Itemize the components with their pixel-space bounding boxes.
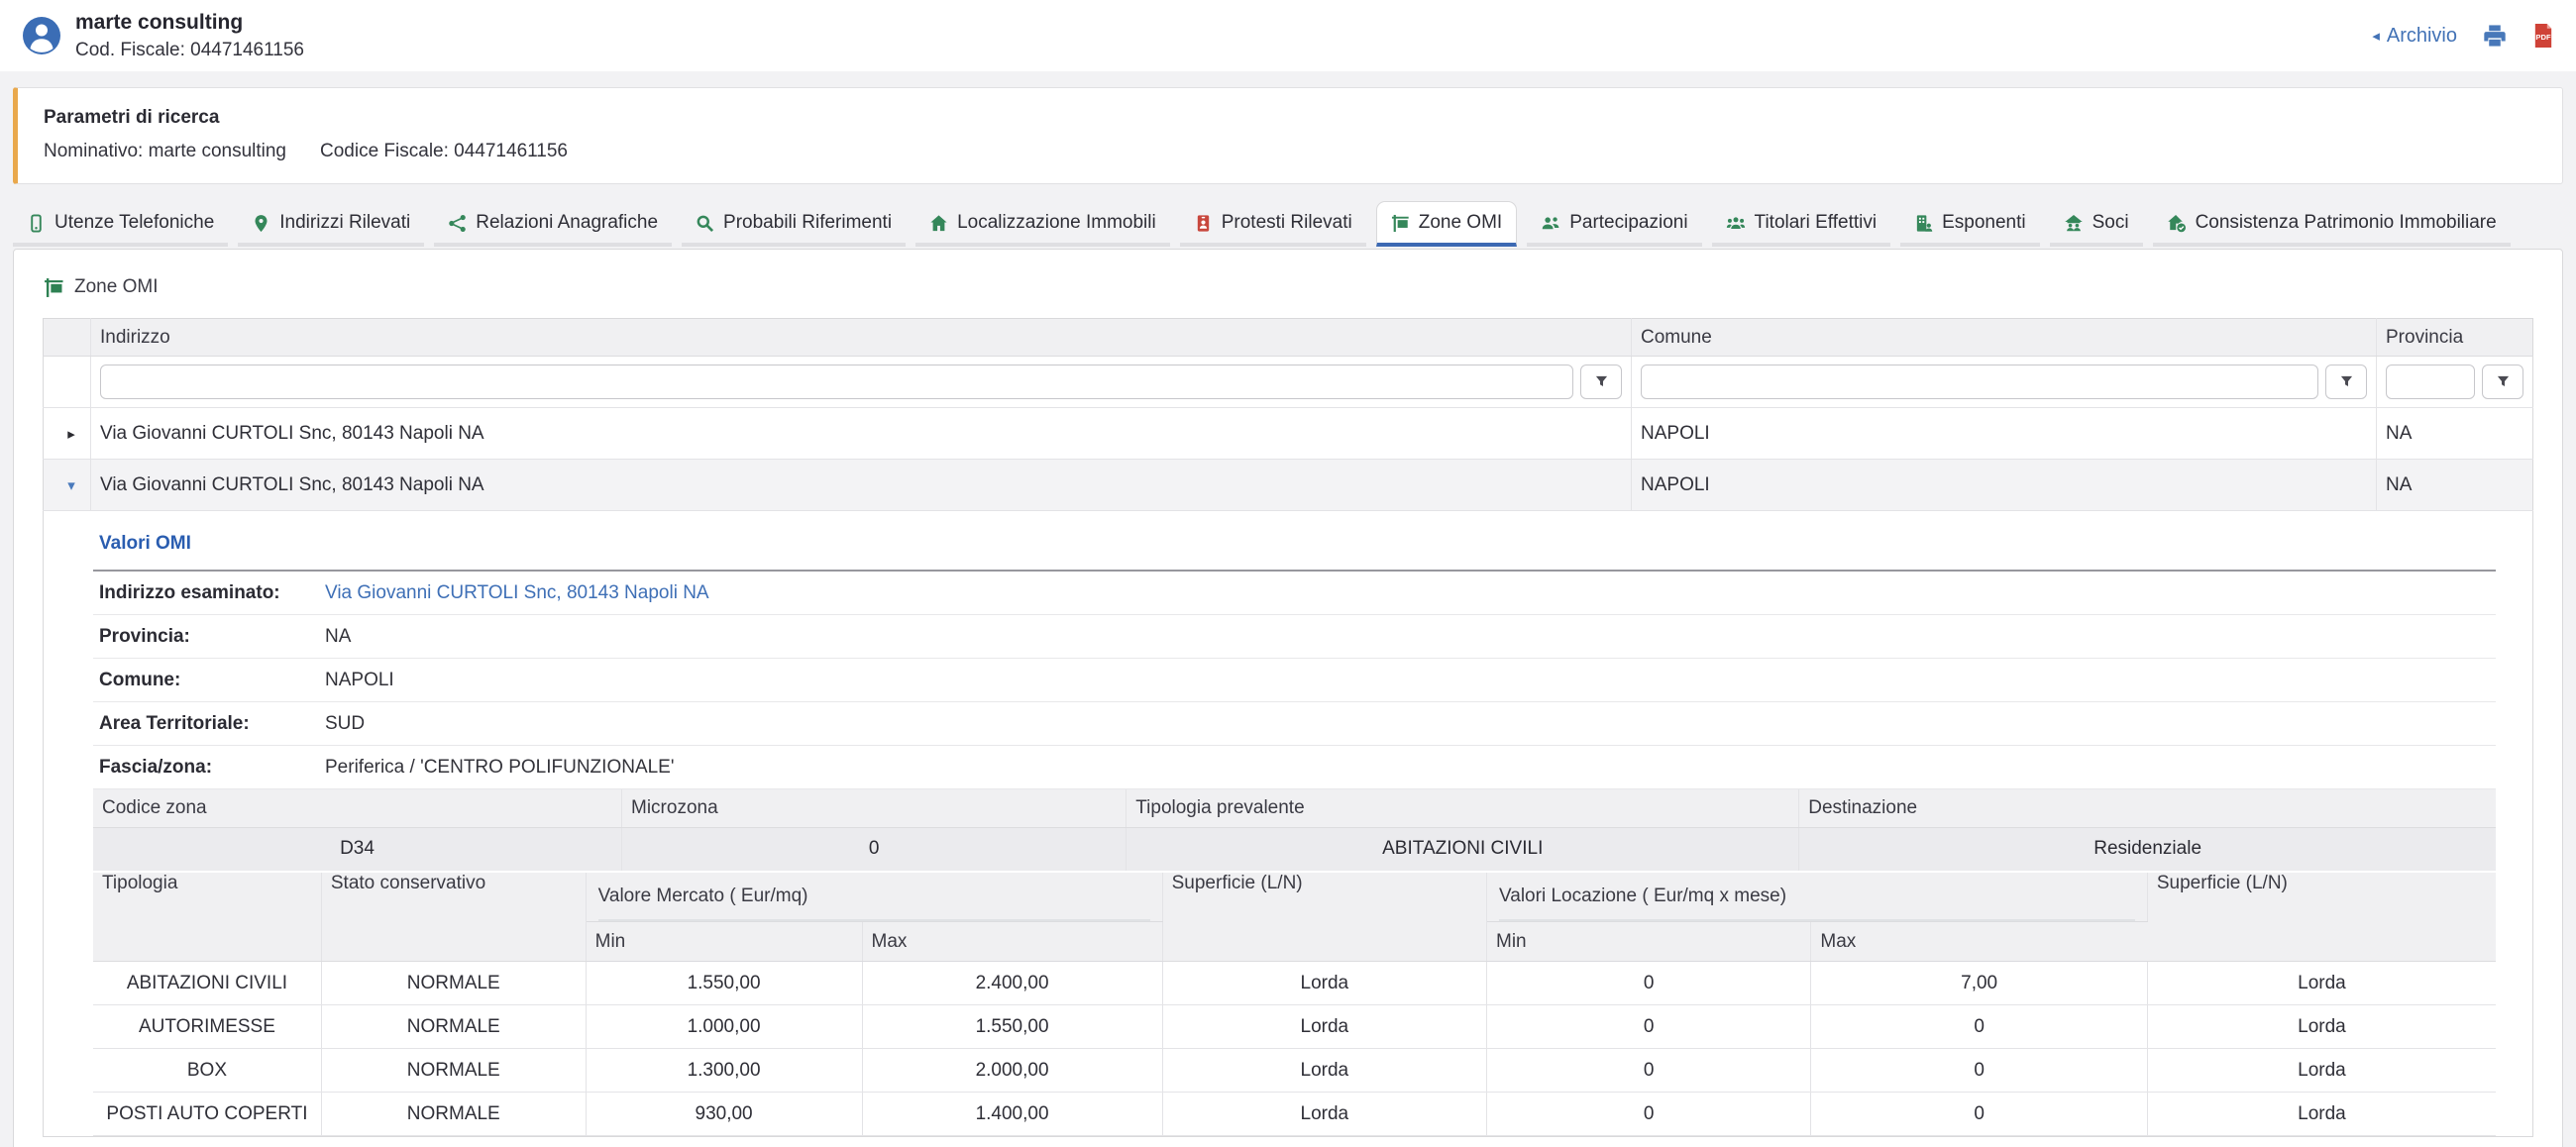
values-row: BOX NORMALE 1.300,00 2.000,00 Lorda 0 0 … (93, 1049, 2496, 1093)
column-header-indirizzo: Indirizzo (91, 319, 1632, 357)
tab-partecipazioni[interactable]: Partecipazioni (1527, 202, 1701, 247)
detail-title: Valori OMI (93, 521, 2496, 570)
detail-field: Area Territoriale: SUD (93, 702, 2496, 746)
address-link[interactable]: Via Giovanni CURTOLI Snc, 80143 Napoli N… (325, 582, 2496, 604)
zone-header-tipologia: Tipologia prevalente (1127, 789, 1799, 827)
zone-header-microzona: Microzona (622, 789, 1127, 827)
archive-link[interactable]: ◂ Archivio (2372, 25, 2457, 48)
tab-indirizzi-rilevati[interactable]: Indirizzi Rilevati (238, 202, 424, 247)
detail-field: Fascia/zona: Periferica / 'CENTRO POLIFU… (93, 746, 2496, 789)
values-row: ABITAZIONI CIVILI NORMALE 1.550,00 2.400… (93, 962, 2496, 1005)
expand-row-button[interactable]: ▸ (44, 408, 91, 460)
values-row: POSTI AUTO COPERTI NORMALE 930,00 1.400,… (93, 1093, 2496, 1136)
section-title: Zone OMI (14, 250, 2562, 318)
print-icon[interactable] (2483, 24, 2507, 48)
indirizzo-filter-input[interactable] (100, 365, 1573, 399)
pdf-export-icon[interactable]: PDF (2532, 24, 2554, 48)
column-header-provincia: Provincia (2377, 319, 2533, 357)
id-badge-icon (1194, 214, 1213, 233)
avatar (22, 16, 61, 55)
tab-protesti-rilevati[interactable]: Protesti Rilevati (1180, 202, 1366, 247)
chevron-down-icon: ▾ (67, 477, 75, 494)
house-check-icon (2167, 214, 2187, 233)
cell-provincia: NA (2377, 408, 2533, 460)
detail-row: Valori OMI Indirizzo esaminato: Via Giov… (44, 511, 2533, 1137)
tab-localizzazione-immobili[interactable]: Localizzazione Immobili (915, 202, 1170, 247)
grid-header-row: Indirizzo Comune Provincia (44, 319, 2533, 357)
detail-field: Indirizzo esaminato: Via Giovanni CURTOL… (93, 572, 2496, 615)
tab-soci[interactable]: Soci (2050, 202, 2143, 247)
vals-header-stato: Stato conservativo (321, 873, 586, 962)
zone-omi-grid: Indirizzo Comune Provincia (43, 318, 2533, 1137)
tab-probabili-riferimenti[interactable]: Probabili Riferimenti (682, 202, 906, 247)
tab-consistenza-patrimonio[interactable]: Consistenza Patrimonio Immobiliare (2153, 202, 2511, 247)
search-parameters-title: Parametri di ricerca (44, 107, 2536, 129)
cell-indirizzo: Via Giovanni CURTOLI Snc, 80143 Napoli N… (91, 460, 1632, 511)
phone-icon (27, 214, 46, 233)
values-row: AUTORIMESSE NORMALE 1.000,00 1.550,00 Lo… (93, 1005, 2496, 1049)
grid-row[interactable]: ▸ Via Giovanni CURTOLI Snc, 80143 Napoli… (44, 408, 2533, 460)
share-network-icon (448, 214, 467, 233)
cell-provincia: NA (2377, 460, 2533, 511)
search-nominativo: Nominativo: marte consulting (44, 141, 286, 162)
vals-header-tipologia: Tipologia (93, 873, 321, 962)
sign-icon (44, 277, 64, 298)
grid-filter-row (44, 357, 2533, 408)
indirizzo-filter-button[interactable] (1580, 365, 1622, 399)
cell-comune: NAPOLI (1632, 408, 2377, 460)
svg-text:PDF: PDF (2535, 33, 2551, 42)
vals-header-superficie-2: Superficie (L/N) (2147, 873, 2496, 962)
three-users-icon (1726, 214, 1746, 233)
search-icon (696, 214, 714, 233)
cell-indirizzo: Via Giovanni CURTOLI Snc, 80143 Napoli N… (91, 408, 1632, 460)
comune-filter-button[interactable] (2325, 365, 2367, 399)
home-icon (929, 214, 948, 233)
vals-subheader-min: Min (586, 922, 862, 962)
zone-header-codice: Codice zona (93, 789, 622, 827)
omi-values-table: Tipologia Stato conservativo Valore Merc… (93, 873, 2496, 1136)
detail-field: Provincia: NA (93, 615, 2496, 659)
column-header-comune: Comune (1632, 319, 2377, 357)
vals-header-superficie-1: Superficie (L/N) (1162, 873, 1486, 962)
expand-column-header (44, 319, 91, 357)
vals-header-locazione: Valori Locazione ( Eur/mq x mese) (1487, 873, 2148, 922)
tab-relazioni-anagrafiche[interactable]: Relazioni Anagrafiche (434, 202, 672, 247)
tab-esponenti[interactable]: Esponenti (1900, 202, 2040, 247)
tab-utenze-telefoniche[interactable]: Utenze Telefoniche (13, 202, 228, 247)
building-user-icon (1914, 214, 1933, 233)
chevron-right-icon: ▸ (67, 426, 75, 443)
detail-field: Comune: NAPOLI (93, 659, 2496, 702)
search-parameters-panel: Parametri di ricerca Nominativo: marte c… (13, 87, 2563, 184)
zone-data-row: D34 0 ABITAZIONI CIVILI Residenziale (93, 827, 2496, 871)
zone-header-destinazione: Destinazione (1799, 789, 2496, 827)
grid-row-expanded[interactable]: ▾ Via Giovanni CURTOLI Snc, 80143 Napoli… (44, 460, 2533, 511)
top-bar: marte consulting Cod. Fiscale: 044714611… (0, 0, 2576, 71)
tab-zone-omi[interactable]: Zone OMI (1376, 201, 1517, 247)
vals-subheader-max: Max (1811, 922, 2148, 962)
map-pin-icon (252, 214, 270, 233)
back-arrow-icon: ◂ (2372, 27, 2380, 45)
tab-bar: Utenze Telefoniche Indirizzi Rilevati Re… (13, 201, 2563, 247)
cell-comune: NAPOLI (1632, 460, 2377, 511)
search-codice-fiscale: Codice Fiscale: 04471461156 (320, 141, 568, 162)
tab-titolari-effettivi[interactable]: Titolari Effettivi (1712, 202, 1891, 247)
subject-title: marte consulting (75, 10, 304, 36)
vals-subheader-max: Max (862, 922, 1162, 962)
users-icon (1541, 214, 1560, 233)
collapse-row-button[interactable]: ▾ (44, 460, 91, 511)
provincia-filter-input[interactable] (2386, 365, 2475, 399)
subject-fiscal-code: Cod. Fiscale: 04471461156 (75, 40, 304, 61)
sign-icon (1391, 214, 1410, 233)
zone-omi-panel: Zone OMI Indirizzo Comune Provincia (13, 249, 2563, 1147)
zone-code-table: Codice zona Microzona Tipologia prevalen… (93, 789, 2496, 871)
house-users-icon (2064, 214, 2084, 233)
vals-subheader-min: Min (1487, 922, 1811, 962)
comune-filter-input[interactable] (1641, 365, 2318, 399)
vals-header-mercato: Valore Mercato ( Eur/mq) (586, 873, 1162, 922)
provincia-filter-button[interactable] (2482, 365, 2523, 399)
